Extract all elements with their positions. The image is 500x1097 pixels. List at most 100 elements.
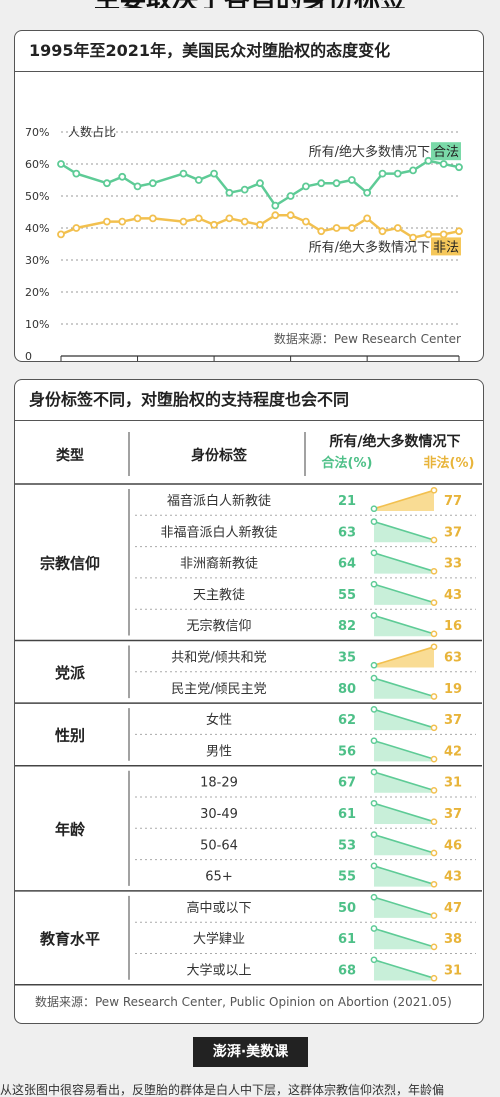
- legal-series-label-highlight-text: 合法: [433, 145, 459, 160]
- legal-data-point: [118, 172, 127, 181]
- illegal-data-point: [133, 214, 142, 223]
- illegal-point: [430, 724, 438, 732]
- illegal-value: 38: [444, 932, 462, 947]
- illegal-value: 77: [444, 494, 462, 509]
- y-tick-label: 50%: [25, 190, 49, 203]
- row-label: 大学肄业: [193, 931, 245, 947]
- row-label: 大学或以上: [186, 963, 251, 979]
- legal-point: [370, 549, 378, 557]
- illegal-value: 42: [444, 744, 462, 759]
- illegal-point: [430, 818, 438, 826]
- category-label: 党派: [55, 664, 86, 682]
- slope-line: [373, 802, 435, 823]
- legal-data-point: [72, 169, 81, 178]
- y-tick-label: 10%: [25, 318, 49, 331]
- illegal-value: 43: [444, 870, 462, 885]
- legal-data-point: [179, 169, 188, 178]
- trend-chart-card: 1995年至2021年，美国民众对堕胎权的态度变化 0 10% 20% 30% 40% 5…: [14, 30, 484, 362]
- row-label: 18-29: [200, 776, 238, 791]
- slope-line: [373, 583, 435, 604]
- illegal-data-point: [179, 217, 188, 226]
- slope-line: [373, 677, 435, 698]
- legal-point: [370, 862, 378, 870]
- legal-value: 55: [338, 870, 356, 885]
- legal-data-point: [378, 169, 387, 178]
- legal-point: [370, 956, 378, 964]
- row-label: 福音派白人新教徒: [167, 493, 271, 509]
- illegal-value: 43: [444, 588, 462, 603]
- legal-data-point: [256, 179, 264, 188]
- header-illegal: 非法(%): [424, 455, 475, 471]
- illegal-point: [430, 599, 438, 606]
- legal-value: 64: [338, 557, 356, 572]
- legal-value: 62: [338, 713, 356, 728]
- illegal-series-label-highlight-text: 非法: [433, 240, 459, 255]
- illegal-value: 46: [444, 838, 462, 853]
- illegal-point: [430, 755, 438, 763]
- header-legal: 合法(%): [322, 455, 373, 471]
- legal-data-point: [455, 163, 463, 172]
- legal-point: [370, 799, 378, 807]
- legal-data-point: [409, 166, 417, 175]
- legal-data-point: [194, 176, 203, 184]
- illegal-data-point: [256, 220, 264, 229]
- legal-data-point: [363, 188, 372, 197]
- illegal-value: 16: [444, 619, 462, 634]
- illegal-point: [430, 536, 438, 544]
- legal-data-point: [302, 182, 310, 191]
- illegal-data-point: [363, 214, 372, 223]
- trend-chart-title: 1995年至2021年，美国民众对堕胎权的态度变化: [15, 31, 483, 72]
- legal-data-point: [225, 188, 234, 197]
- illegal-value: 33: [444, 557, 462, 572]
- row-label: 非福音派白人新教徒: [160, 524, 277, 540]
- illegal-value: 47: [444, 901, 462, 916]
- illegal-value: 19: [444, 682, 462, 697]
- illegal-data-point: [424, 230, 433, 239]
- legal-value: 35: [338, 651, 356, 666]
- brand-logo: 澎湃·美数课: [193, 1037, 308, 1067]
- legal-value: 61: [338, 932, 356, 947]
- row-label: 女性: [206, 712, 232, 728]
- y-tick-label: 30%: [25, 254, 49, 267]
- illegal-data-point: [332, 224, 341, 232]
- slope-line: [373, 927, 435, 948]
- category-label: 年龄: [55, 820, 86, 838]
- legal-data-point: [57, 160, 65, 168]
- legal-data-point: [133, 182, 142, 191]
- illegal-point: [430, 974, 438, 982]
- legal-point: [370, 505, 378, 513]
- legal-point: [370, 737, 378, 745]
- y-tick-label: 70%: [25, 126, 49, 139]
- chart-source: 数据来源：Pew Research Center: [274, 331, 461, 346]
- legal-value: 80: [338, 682, 356, 697]
- legal-value: 68: [338, 964, 356, 979]
- slope-line: [373, 489, 435, 510]
- illegal-value: 31: [444, 776, 462, 791]
- header-condition: 所有/绝大多数情况下: [329, 433, 460, 450]
- legal-data-point: [424, 156, 433, 165]
- slope-line: [373, 708, 435, 729]
- legal-point: [370, 925, 378, 932]
- illegal-data-point: [455, 227, 463, 236]
- category-label: 教育水平: [39, 930, 100, 948]
- illegal-data-point: [225, 214, 234, 223]
- identity-table-card: 身份标签不同，对堕胎权的支持程度也会不同 类型 身份标签 所有/绝大多数情况下 合法(…: [14, 379, 484, 1024]
- row-label: 无宗教信仰: [186, 618, 251, 634]
- illegal-value: 31: [444, 964, 462, 979]
- illegal-point: [430, 787, 438, 794]
- legal-point: [370, 674, 378, 682]
- illegal-data-point: [409, 233, 417, 242]
- legal-point: [370, 706, 378, 713]
- slope-line: [373, 865, 435, 886]
- legal-value: 55: [338, 588, 356, 603]
- illegal-point: [430, 486, 438, 494]
- illegal-data-point: [103, 217, 111, 226]
- legal-point: [370, 580, 378, 588]
- y-tick-label: 40%: [25, 222, 49, 235]
- legal-series-label-prefix: 所有/绝大多数情况下: [309, 144, 430, 160]
- illegal-point: [430, 693, 438, 700]
- legal-value: 56: [338, 744, 356, 759]
- illegal-point: [430, 849, 438, 857]
- illegal-data-point: [148, 214, 157, 223]
- row-label: 共和党/倾共和党: [171, 651, 266, 666]
